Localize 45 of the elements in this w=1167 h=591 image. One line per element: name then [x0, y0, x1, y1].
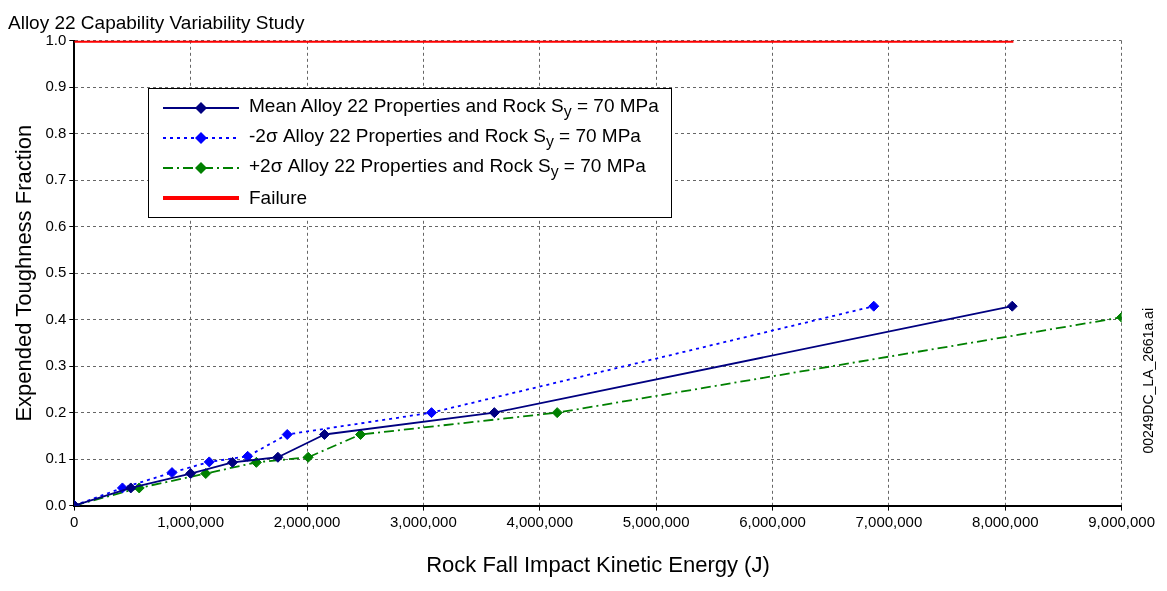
- y-tick-label: 0.2: [45, 402, 67, 420]
- text: 00249DC_LA_2661a.ai: [1140, 308, 1156, 454]
- point: [868, 300, 880, 312]
- y-tick-label: 0.4: [45, 309, 67, 327]
- legend-label: +2σ Alloy 22 Properties and Rock S$_{y}$ = 70 MPa: [249, 155, 646, 181]
- point: [166, 467, 178, 479]
- point: [185, 468, 197, 480]
- point: [200, 468, 212, 480]
- point: [203, 456, 215, 468]
- y-tick-label: 0.9: [45, 77, 67, 95]
- point: [227, 456, 239, 468]
- y-tick-label: 1.0: [45, 30, 67, 48]
- point: [551, 407, 563, 419]
- y-tick-label: 0.5: [45, 263, 67, 281]
- legend-label: Failure: [249, 187, 308, 209]
- y-tick-label: 0.0: [45, 495, 67, 513]
- y-tick-label: 0.6: [45, 216, 67, 234]
- x-tick-label: 6,000,000: [739, 512, 806, 530]
- y-tick-label: 0.3: [45, 356, 67, 374]
- x-tick-label: 9,000,000: [1088, 512, 1155, 530]
- point: [488, 407, 500, 419]
- legend-label: -2σ Alloy 22 Properties and Rock S$_{y}$ = 70 MPa: [249, 125, 641, 151]
- x-tick-label: 7,000,000: [855, 512, 923, 530]
- point: [125, 482, 137, 494]
- y-tick-label: 0.1: [45, 449, 67, 467]
- legend-label: Mean Alloy 22 Properties and Rock S$_{y}$ = 70 MPa: [249, 95, 659, 121]
- chart-title: Alloy 22 Capability Variability Study: [8, 11, 305, 33]
- point: [1006, 300, 1018, 312]
- y-tick-label: 0.8: [45, 123, 67, 141]
- point: [281, 428, 293, 440]
- point: [426, 407, 438, 419]
- x-tick-label: 4,000,000: [506, 512, 574, 530]
- x-tick-label: 2,000,000: [273, 512, 341, 530]
- point: [302, 451, 314, 463]
- point: [318, 428, 330, 440]
- point: [272, 451, 284, 463]
- x-tick-label: 1,000,000: [157, 512, 224, 530]
- x-tick-label: 0: [70, 512, 79, 530]
- x-axis-title: Rock Fall Impact Kinetic Energy (J): [426, 551, 770, 577]
- y-axis-title: Expended Toughness Fraction: [11, 124, 37, 422]
- point: [242, 450, 254, 462]
- x-tick-label: 3,000,000: [390, 512, 457, 530]
- y-tick-label: 0.7: [45, 170, 67, 188]
- x-tick-label: 5,000,000: [622, 512, 690, 530]
- x-tick-label: 8,000,000: [971, 512, 1039, 530]
